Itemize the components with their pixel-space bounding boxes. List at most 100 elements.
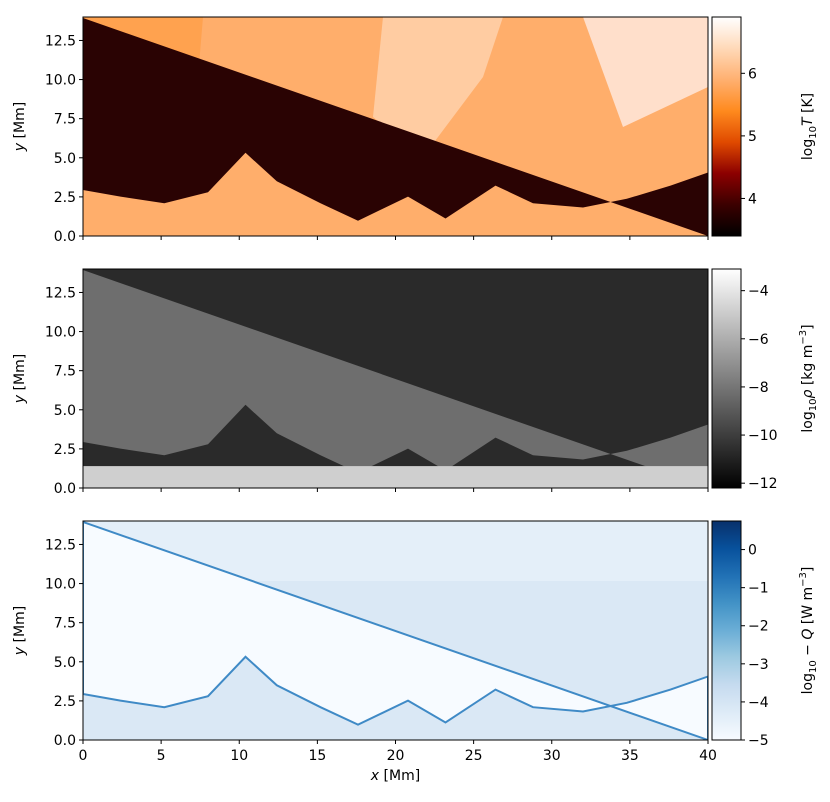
x-tick-label: 40 <box>699 748 717 764</box>
colorbar-tick-label: −1 <box>748 581 769 597</box>
x-label-unit: [Mm] <box>379 768 420 784</box>
temperature-colorbar-ticks: 4 5 6 <box>741 66 757 207</box>
cooling-cbar-end: ] <box>800 567 816 572</box>
y-tick-label: 7.5 <box>54 112 76 128</box>
temperature-bright-loop <box>373 17 503 157</box>
x-tick-label: 25 <box>465 748 483 764</box>
colorbar-tick-label: −8 <box>748 380 769 396</box>
density-cbar-sub: 10 <box>808 399 819 412</box>
temperature-colorbar-frame <box>711 16 742 237</box>
x-label-var: x <box>370 768 380 784</box>
y-tick-label: 5.0 <box>54 151 76 167</box>
density-colorbar-label: log10ρ [kg m−3] <box>798 324 819 432</box>
temperature-y-label-unit: [Mm] <box>12 102 28 143</box>
density-structure <box>83 270 708 488</box>
cooling-y-label-unit: [Mm] <box>12 606 28 647</box>
density-dense-layer <box>83 270 708 488</box>
temperature-bright-region <box>583 17 708 127</box>
temperature-colorbar <box>712 17 741 236</box>
cooling-upper-region <box>83 521 708 581</box>
y-tick-label: 5.0 <box>54 403 76 419</box>
x-tick-label: 30 <box>543 748 561 764</box>
cooling-y-label-var: y <box>12 646 28 656</box>
y-tick-label: 5.0 <box>54 655 76 671</box>
x-tick-label: 35 <box>621 748 639 764</box>
colorbar-tick-label: −6 <box>748 332 769 348</box>
cooling-colorbar <box>712 521 741 740</box>
colorbar-tick-label: −5 <box>748 733 769 749</box>
temperature-panel: 0.0 2.5 5.0 7.5 10.0 12.5 y [Mm] 4 5 6 log10T [… <box>12 16 819 245</box>
colorbar-tick-label: 0 <box>748 543 757 559</box>
cooling-colorbar-label: log10 − Q [W m−3] <box>798 567 819 695</box>
temperature-y-label-var: y <box>12 142 28 152</box>
density-cbar-log: log <box>800 411 816 432</box>
density-x-ticks <box>82 488 709 492</box>
density-cbar-unit: [kg m <box>800 345 816 390</box>
y-tick-label: 12.5 <box>45 537 76 553</box>
cooling-colorbar-frame <box>711 520 742 741</box>
colorbar-tick-label: 6 <box>748 66 757 82</box>
y-tick-label: 0.0 <box>54 481 76 497</box>
density-y-label-unit: [Mm] <box>12 354 28 395</box>
y-tick-label: 0.0 <box>54 733 76 749</box>
cooling-x-ticks: 0 5 10 15 20 25 30 35 40 <box>79 740 717 764</box>
cooling-cbar-sup: −3 <box>798 572 809 587</box>
y-tick-label: 12.5 <box>45 285 76 301</box>
cooling-y-axis-label: y [Mm] <box>12 606 28 656</box>
density-colorbar-ticks: −12 −10 −8 −6 −4 <box>741 284 778 492</box>
cooling-cbar-unit: [W m <box>800 587 816 629</box>
y-tick-label: 10.0 <box>45 325 76 341</box>
x-tick-label: 15 <box>308 748 326 764</box>
cooling-structure <box>83 521 708 740</box>
y-tick-label: 10.0 <box>45 577 76 593</box>
density-y-ticks: 0.0 2.5 5.0 7.5 10.0 12.5 <box>45 285 83 497</box>
colorbar-tick-label: −4 <box>748 284 769 300</box>
x-tick-label: 0 <box>79 748 88 764</box>
density-cbar-sup: −3 <box>798 330 809 345</box>
density-base-layer <box>83 466 708 488</box>
cooling-panel: 0.0 2.5 5.0 7.5 10.0 12.5 0 5 10 15 20 25 30 35 40 y … <box>12 520 819 784</box>
density-cbar-var: ρ <box>800 390 816 399</box>
cooling-cbar-var: − Q <box>800 629 816 661</box>
colorbar-tick-label: −4 <box>748 695 769 711</box>
y-tick-label: 2.5 <box>54 694 76 710</box>
colorbar-tick-label: 4 <box>748 191 757 207</box>
y-tick-label: 7.5 <box>54 364 76 380</box>
colorbar-tick-label: −2 <box>748 619 769 635</box>
temperature-cool-layer <box>83 18 708 236</box>
temperature-cbar-log: log <box>800 139 816 160</box>
temperature-y-ticks: 0.0 2.5 5.0 7.5 10.0 12.5 <box>45 33 83 245</box>
x-axis-label: x [Mm] <box>370 768 420 784</box>
temperature-x-ticks <box>82 236 709 240</box>
temperature-colorbar-label: log10T [K] <box>800 93 819 160</box>
x-tick-label: 20 <box>387 748 405 764</box>
cooling-cbar-log: log <box>800 673 816 694</box>
y-tick-label: 10.0 <box>45 73 76 89</box>
colorbar-tick-label: −12 <box>748 476 778 492</box>
cooling-transition-edge <box>83 521 708 740</box>
temperature-structure <box>83 17 708 236</box>
density-y-axis-label: y [Mm] <box>12 354 28 404</box>
density-colorbar-frame <box>711 268 742 489</box>
y-tick-label: 7.5 <box>54 616 76 632</box>
y-tick-label: 2.5 <box>54 190 76 206</box>
y-tick-label: 12.5 <box>45 33 76 49</box>
x-tick-label: 10 <box>230 748 248 764</box>
x-tick-label: 5 <box>157 748 166 764</box>
density-panel: 0.0 2.5 5.0 7.5 10.0 12.5 y [Mm] −12 −10 −8 −6 −4… <box>12 268 819 497</box>
density-colorbar <box>712 269 741 488</box>
density-cbar-end: ] <box>800 324 816 329</box>
temperature-cbar-var: T <box>800 116 816 126</box>
temperature-cbar-unit: [K] <box>800 93 816 118</box>
colorbar-tick-label: 5 <box>748 129 757 145</box>
cooling-cbar-sub: 10 <box>808 660 819 673</box>
temperature-y-axis-label: y [Mm] <box>12 102 28 152</box>
colorbar-tick-label: −10 <box>748 428 778 444</box>
cooling-y-ticks: 0.0 2.5 5.0 7.5 10.0 12.5 <box>45 537 83 749</box>
y-tick-label: 0.0 <box>54 229 76 245</box>
cooling-colorbar-ticks: −5 −4 −3 −2 −1 0 <box>741 543 769 749</box>
y-tick-label: 2.5 <box>54 442 76 458</box>
temperature-cbar-sub: 10 <box>808 126 819 139</box>
colorbar-tick-label: −3 <box>748 657 769 673</box>
